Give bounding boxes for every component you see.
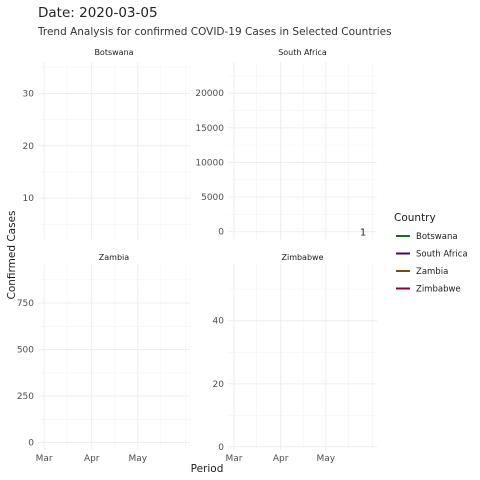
y-tick-label: 15000 bbox=[195, 124, 224, 134]
x-tick-label: Mar bbox=[36, 454, 53, 464]
panel-botswana: 10 20 30 Botswana bbox=[23, 48, 190, 240]
y-tick-label: 30 bbox=[23, 89, 35, 99]
legend-entry-label: Zimbabwe bbox=[416, 285, 461, 295]
panel-strip-label: Botswana bbox=[94, 48, 133, 57]
y-tick-label: 20000 bbox=[195, 89, 224, 99]
panel-strip-label: Zambia bbox=[99, 253, 129, 262]
y-tick-label: 20 bbox=[213, 380, 225, 390]
y-tick-label: 10000 bbox=[195, 158, 224, 168]
panel-zimbabwe: 0 20 40 Mar Apr May Zimbabwe bbox=[213, 253, 377, 464]
legend-title: Country bbox=[394, 212, 436, 224]
y-tick-label: 20 bbox=[23, 142, 35, 152]
x-tick-label: Apr bbox=[273, 454, 289, 464]
x-tick-label: May bbox=[128, 454, 147, 464]
y-tick-label: 10 bbox=[23, 194, 35, 204]
x-axis-label: Period bbox=[191, 463, 224, 475]
y-tick-label: 5000 bbox=[201, 193, 224, 203]
panel-south-africa: 0 5000 10000 15000 20000 South Africa 1 bbox=[195, 48, 377, 240]
legend-entry-label: Zambia bbox=[416, 267, 448, 277]
panel-zambia: 0 250 500 750 Mar Apr May Zambia bbox=[17, 253, 190, 464]
chart-subtitle: Trend Analysis for confirmed COVID-19 Ca… bbox=[37, 26, 392, 38]
y-axis-label: Confirmed Cases bbox=[6, 210, 18, 299]
x-tick-label: May bbox=[317, 454, 336, 464]
x-tick-label: Mar bbox=[226, 454, 243, 464]
panel-strip-label: Zimbabwe bbox=[281, 253, 323, 262]
y-tick-label: 0 bbox=[28, 439, 34, 449]
chart-title: Date: 2020-03-05 bbox=[38, 5, 158, 21]
y-tick-label: 250 bbox=[17, 392, 34, 402]
y-tick-label: 750 bbox=[17, 299, 34, 309]
legend-entry-label: Botswana bbox=[416, 232, 458, 242]
y-tick-label: 0 bbox=[218, 228, 224, 238]
data-point-label: 1 bbox=[360, 228, 366, 239]
legend: Country Botswana South Africa Zambia Zimbab… bbox=[394, 212, 468, 295]
panel-strip-label: South Africa bbox=[278, 48, 327, 57]
legend-entry-label: South Africa bbox=[416, 250, 468, 260]
y-tick-label: 0 bbox=[218, 443, 224, 453]
y-tick-label: 40 bbox=[213, 317, 225, 327]
y-tick-label: 500 bbox=[17, 346, 34, 356]
panels: 102030Botswana05000100001500020000South … bbox=[17, 48, 377, 464]
x-tick-label: Apr bbox=[84, 454, 100, 464]
